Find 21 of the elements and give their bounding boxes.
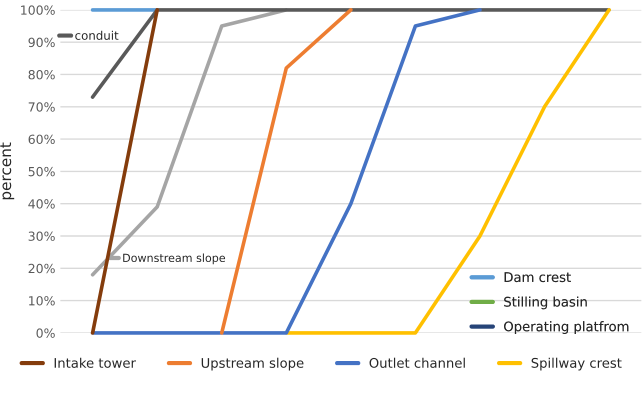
- legend-label: Upstream slope: [202, 358, 304, 370]
- y-tick-label: 80%: [28, 70, 55, 80]
- legend-label: Dam crest: [504, 272, 571, 282]
- legend-label: Spillway crest: [532, 358, 622, 370]
- legend-label: Operating platfrom: [504, 321, 628, 334]
- y-tick-label: 50%: [28, 166, 55, 176]
- legend-label: Outlet channel: [370, 358, 465, 368]
- legend-label: Intake tower: [54, 358, 136, 368]
- y-tick-label: 10%: [29, 296, 55, 306]
- y-tick-label: 100%: [21, 5, 55, 15]
- legend-label: conduit: [75, 30, 118, 40]
- legend-label: Downstream slope: [123, 253, 226, 264]
- y-tick-label: 0%: [36, 328, 55, 338]
- y-tick-label: 60%: [28, 134, 55, 144]
- y-axis-title: percent: [0, 142, 14, 200]
- y-tick-label: 20%: [28, 264, 55, 274]
- y-tick-label: 90%: [28, 38, 55, 48]
- y-tick-label: 40%: [28, 199, 55, 209]
- y-tick-label: 70%: [28, 102, 55, 112]
- y-tick-label: 30%: [28, 231, 55, 241]
- legend-label: Stilling basin: [504, 296, 587, 310]
